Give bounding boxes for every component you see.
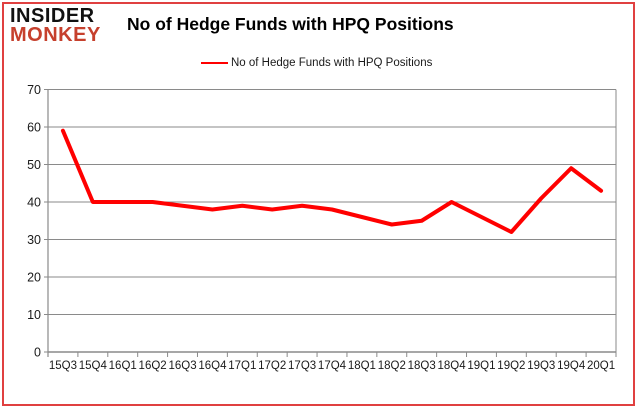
x-axis-tick-label: 16Q3 (168, 360, 196, 372)
y-axis-tick-label: 30 (27, 233, 41, 247)
x-axis-tick-label: 15Q4 (79, 360, 108, 372)
x-axis-tick-label: 18Q1 (348, 360, 376, 372)
y-axis-tick-label: 70 (27, 83, 41, 97)
x-axis-tick-label: 17Q3 (288, 360, 316, 372)
y-axis-tick-label: 40 (27, 196, 41, 210)
logo-text-insider: INSIDER (10, 5, 95, 27)
x-axis-tick-label: 19Q4 (557, 360, 586, 372)
y-axis-tick-label: 10 (27, 308, 41, 322)
insider-monkey-logo: INSIDER MONKEY (10, 5, 101, 46)
x-axis-tick-label: 18Q4 (438, 360, 467, 372)
y-axis-tick-label: 50 (27, 158, 41, 172)
x-axis-tick-label: 16Q2 (139, 360, 167, 372)
x-axis-tick-label: 19Q2 (497, 360, 525, 372)
y-axis-tick-label: 20 (27, 271, 41, 285)
x-axis-tick-label: 16Q1 (109, 360, 137, 372)
x-axis-tick-label: 17Q1 (228, 360, 256, 372)
chart-title: No of Hedge Funds with HPQ Positions (127, 14, 454, 34)
x-axis-tick-label: 20Q1 (587, 360, 615, 372)
x-axis-tick-label: 17Q2 (258, 360, 286, 372)
series-line (60, 128, 604, 234)
y-axis-tick-label: 60 (27, 121, 41, 135)
legend-label: No of Hedge Funds with HPQ Positions (231, 57, 433, 69)
x-axis-tick-label: 19Q3 (527, 360, 555, 372)
x-axis-tick-label: 15Q3 (49, 360, 77, 372)
legend-line-swatch (201, 62, 228, 64)
x-axis-tick-label: 19Q1 (467, 360, 495, 372)
x-axis-tick-label: 18Q2 (378, 360, 406, 372)
x-axis-tick-label: 18Q3 (408, 360, 436, 372)
x-axis-tick-label: 17Q4 (318, 360, 347, 372)
x-axis-tick-label: 16Q4 (198, 360, 227, 372)
logo-text-monkey: MONKEY (10, 24, 101, 46)
chart-legend: No of Hedge Funds with HPQ Positions (201, 57, 432, 69)
y-axis-tick-label: 0 (34, 346, 41, 360)
